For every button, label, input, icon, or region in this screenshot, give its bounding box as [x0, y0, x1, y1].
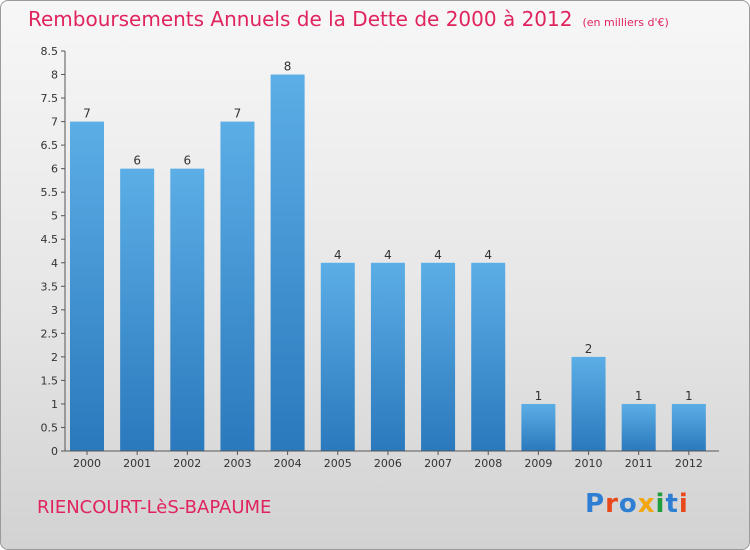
- bar-2007[interactable]: [421, 262, 456, 451]
- x-tick-label: 2007: [424, 457, 452, 470]
- x-tick-label: 2001: [123, 457, 151, 470]
- bar-2001[interactable]: [120, 168, 155, 451]
- bar-2000[interactable]: [70, 121, 104, 452]
- bar-2003[interactable]: [220, 121, 255, 452]
- x-tick-label: 2006: [374, 457, 402, 470]
- bar-2008[interactable]: [471, 262, 506, 451]
- logo-letter: t: [665, 489, 679, 519]
- logo-letter: x: [637, 489, 656, 519]
- logo-letter: P: [585, 489, 606, 519]
- bar-value-label: 4: [334, 248, 342, 262]
- bar-2004[interactable]: [270, 74, 305, 451]
- logo-letter: r: [605, 489, 619, 519]
- y-tick-label: 8: [51, 69, 58, 82]
- bar-2011[interactable]: [621, 403, 656, 451]
- y-tick-label: 4: [51, 257, 58, 270]
- x-tick-label: 2002: [173, 457, 201, 470]
- x-tick-label: 2005: [324, 457, 352, 470]
- y-tick-label: 7: [51, 116, 58, 129]
- logo-letter: i: [655, 489, 666, 519]
- bar-2012[interactable]: [671, 403, 706, 451]
- bar-2005[interactable]: [320, 262, 355, 451]
- chart-unit: (en milliers d'€): [582, 16, 669, 29]
- y-tick-label: 2: [51, 351, 58, 364]
- bar-chart: 0 0.5 1 1.5 2 2.5 3 3.5 4 4.5 5 5.5 6 6.5 7 7.5 8 8.5 7 6 6…: [41, 45, 719, 470]
- bar-value-label: 1: [635, 389, 643, 403]
- y-tick-label: 1.5: [41, 374, 59, 387]
- x-tick-label: 2009: [524, 457, 552, 470]
- bar-2002[interactable]: [170, 168, 205, 451]
- commune-name: RIENCOURT-LèS-BAPAUME: [37, 497, 272, 518]
- y-tick-label: 5.5: [41, 186, 59, 199]
- y-tick-label: 5: [51, 210, 58, 223]
- y-tick-label: 7.5: [41, 92, 59, 105]
- y-axis: 0 0.5 1 1.5 2 2.5 3 3.5 4 4.5 5 5.5 6 6.5 7 7.5 8 8.5: [41, 45, 66, 458]
- y-tick-label: 1: [51, 398, 58, 411]
- bar-2010[interactable]: [571, 356, 606, 451]
- bar-value-label: 8: [284, 60, 292, 74]
- bar-2009[interactable]: [521, 403, 556, 451]
- y-tick-label: 8.5: [41, 45, 59, 58]
- x-tick-label: 2011: [625, 457, 653, 470]
- x-tick-label: 2003: [223, 457, 251, 470]
- y-tick-label: 2.5: [41, 327, 59, 340]
- bar-value-label: 2: [585, 342, 593, 356]
- y-tick-label: 4.5: [41, 233, 59, 246]
- bar-value-label: 6: [133, 154, 141, 168]
- x-axis: 2000 2001 2002 2003 2004 2005 2006 2007 2008 2009…: [61, 450, 719, 470]
- y-tick-label: 6: [51, 163, 58, 176]
- y-tick-label: 6.5: [41, 139, 59, 152]
- bar-value-label: 1: [535, 389, 543, 403]
- proxiti-logo[interactable]: Proxiti: [585, 489, 689, 519]
- x-tick-label: 2000: [73, 457, 101, 470]
- logo-letter: i: [678, 489, 689, 519]
- bar-value-label: 7: [83, 107, 91, 121]
- bar-value-label: 7: [234, 107, 242, 121]
- chart-title-text: Remboursements Annuels de la Dette de 20…: [28, 7, 573, 31]
- bar-value-label: 4: [434, 248, 442, 262]
- y-tick-label: 3.5: [41, 280, 59, 293]
- x-tick-label: 2012: [675, 457, 703, 470]
- y-tick-label: 0: [51, 445, 58, 458]
- logo-letter: o: [618, 489, 638, 519]
- bars-group: 7 6 6 7 8 4 4 4 4 1 2 1 1: [70, 60, 706, 452]
- y-tick-label: 0.5: [41, 421, 59, 434]
- x-tick-label: 2008: [474, 457, 502, 470]
- bar-value-label: 6: [183, 154, 191, 168]
- bar-value-label: 4: [384, 248, 392, 262]
- bar-value-label: 1: [685, 389, 693, 403]
- y-tick-label: 3: [51, 304, 58, 317]
- bar-value-label: 4: [484, 248, 492, 262]
- bar-2006[interactable]: [370, 262, 405, 451]
- chart-title: Remboursements Annuels de la Dette de 20…: [28, 7, 669, 31]
- x-tick-label: 2004: [274, 457, 302, 470]
- x-tick-label: 2010: [575, 457, 603, 470]
